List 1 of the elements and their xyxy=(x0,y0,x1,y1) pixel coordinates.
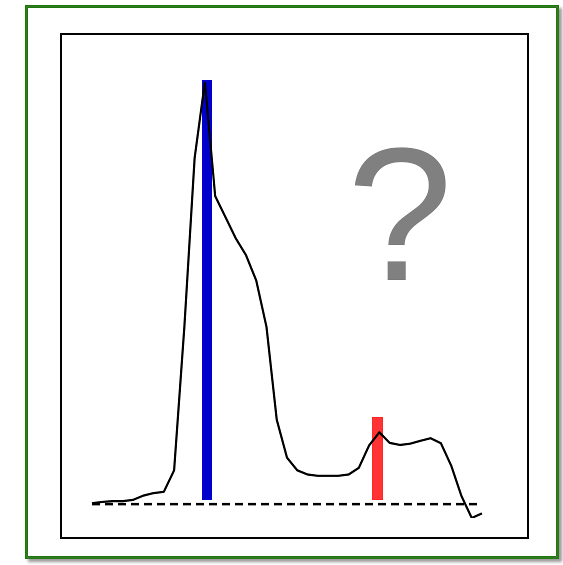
annotation: ? xyxy=(347,109,453,321)
